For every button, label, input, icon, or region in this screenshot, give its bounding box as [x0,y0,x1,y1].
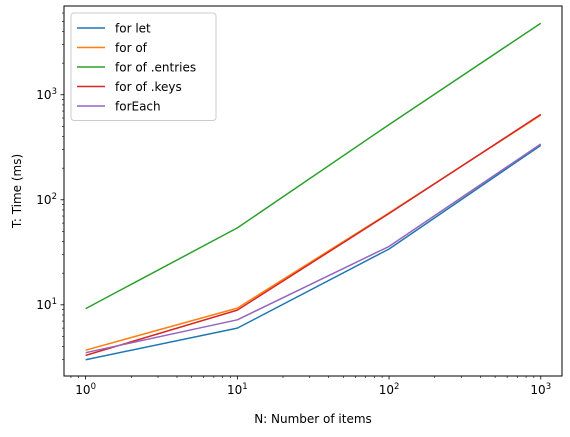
legend-label-0: for let [115,22,151,36]
series-line-4 [85,143,542,354]
plot-frame [63,5,563,377]
series-line-0 [85,144,542,361]
y-tick-exponent-2: 3 [52,87,57,97]
y-tick-exponent-1: 2 [52,192,57,202]
legend-label-2: for of .entries [115,61,196,75]
series-layer [85,22,542,361]
x-tick-exponent-1: 1 [242,382,247,392]
x-tick-exponent-3: 3 [546,382,551,392]
y-axis-label: T: Time (ms) [10,154,24,229]
legend-label-4: forEach [115,100,161,114]
x-tick-exponent-0: 0 [91,382,96,392]
x-tick-exponent-2: 2 [394,382,399,392]
legend-label-1: for of [115,41,148,55]
series-line-3 [85,113,542,357]
legend-box [70,12,217,121]
x-axis-label: N: Number of items [254,412,372,426]
legend-label-3: for of .keys [115,80,182,94]
legend: for let for of for of .entries for of .keys… [70,12,217,121]
y-tick-exponent-0: 1 [52,297,57,307]
series-line-2 [85,22,542,310]
